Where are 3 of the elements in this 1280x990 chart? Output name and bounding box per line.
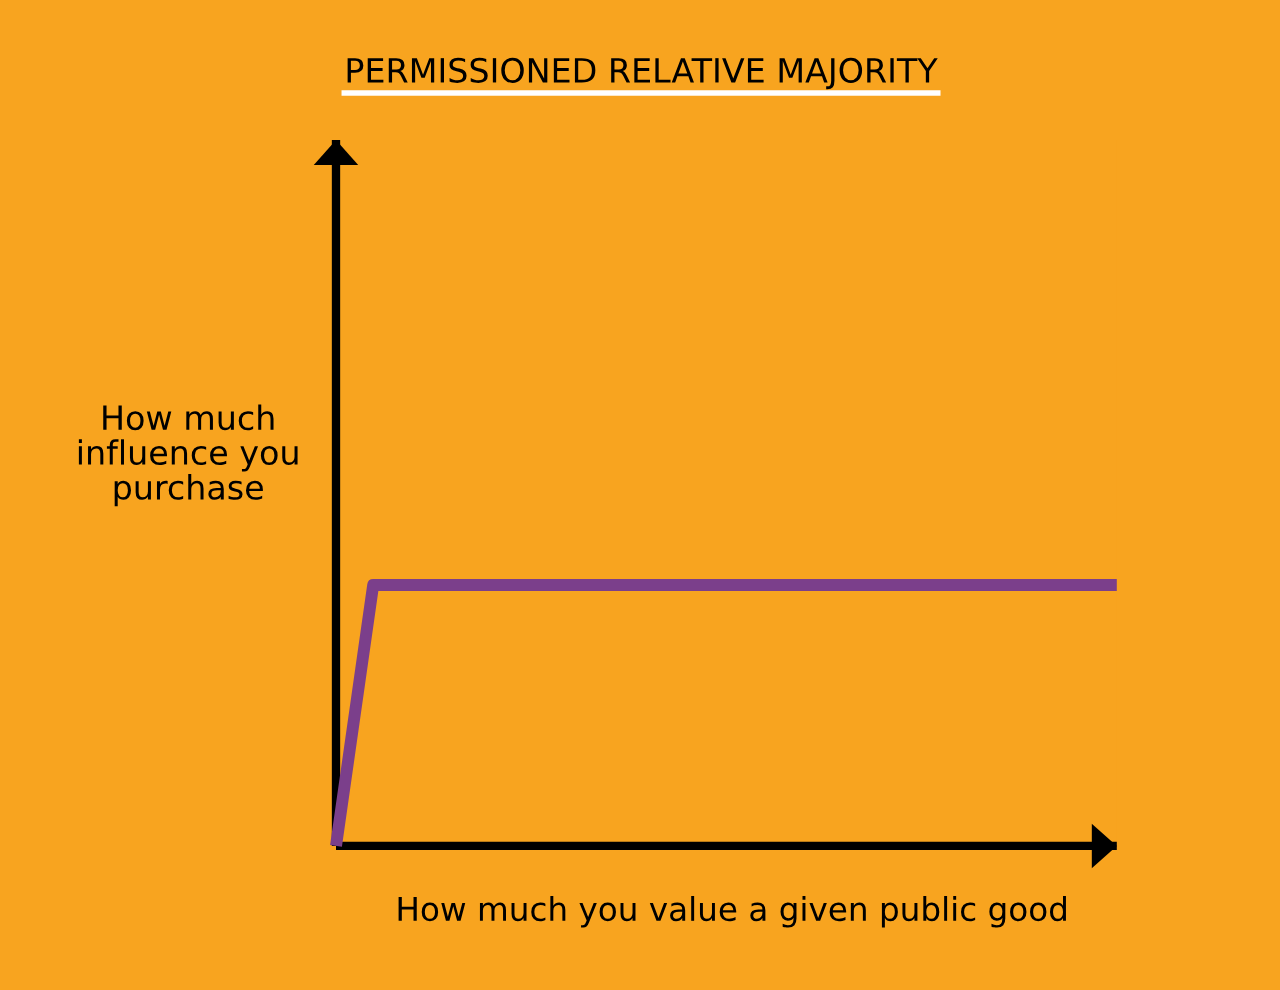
chart-title: PERMISSIONED RELATIVE MAJORITY	[347, 57, 938, 90]
x-axis-title: How much you value a given public good	[398, 896, 1066, 928]
y-axis-title: How much influence you purchase	[78, 404, 298, 507]
